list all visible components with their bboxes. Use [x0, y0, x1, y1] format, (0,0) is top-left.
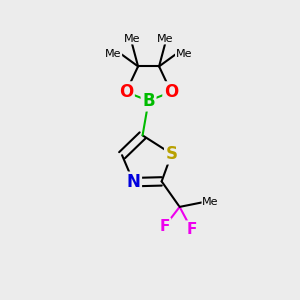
Text: Me: Me	[176, 50, 192, 59]
Text: F: F	[186, 222, 197, 237]
Text: O: O	[119, 83, 133, 101]
Text: N: N	[127, 173, 140, 191]
Text: Me: Me	[105, 50, 122, 59]
Text: Me: Me	[124, 34, 140, 44]
Text: B: B	[142, 92, 155, 110]
Text: S: S	[166, 145, 178, 163]
Text: F: F	[159, 219, 170, 234]
Text: Me: Me	[157, 34, 173, 44]
Text: Me: Me	[202, 197, 219, 207]
Text: O: O	[164, 83, 178, 101]
